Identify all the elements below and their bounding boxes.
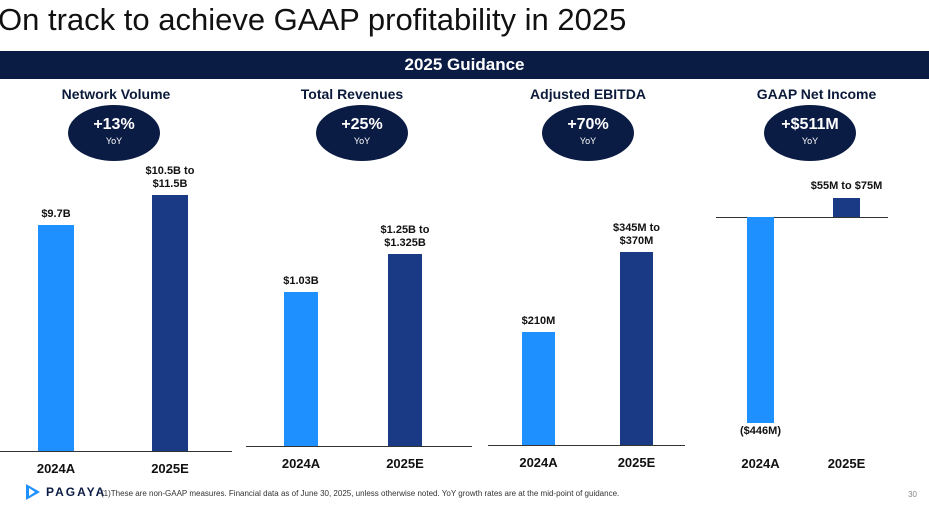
page-title: On track to achieve GAAP profitability i… (0, 2, 627, 37)
data-label: ($446M) (740, 425, 781, 437)
chart-title: Total Revenues (300, 86, 404, 102)
growth-badge: +$511M YoY (764, 105, 856, 161)
bar-2025E (152, 195, 188, 451)
growth-label: YoY (353, 136, 371, 146)
growth-label: YoY (105, 136, 123, 146)
pagaya-logo: PAGAYA (24, 483, 106, 501)
growth-value: +$511M (781, 116, 839, 133)
x-tick-label: 2025E (827, 456, 866, 471)
bar-2024A (522, 331, 555, 445)
growth-badge: +70% YoY (542, 105, 634, 161)
growth-value: +13% (93, 116, 135, 133)
bar-2024A (747, 217, 774, 423)
bar-2024A (38, 225, 74, 451)
bar-2025E (620, 252, 653, 445)
x-tick-label: 2025E (617, 455, 656, 470)
bar-2024A (284, 292, 318, 446)
page-number: 30 (908, 490, 917, 499)
guidance-banner: 2025 Guidance (0, 51, 929, 79)
data-label: $210M (521, 314, 556, 327)
x-tick-label: 2024A (281, 456, 321, 471)
growth-badge: +13% YoY (68, 105, 160, 161)
x-axis-line (246, 446, 472, 447)
chart-title: Adjusted EBITDA (530, 86, 646, 102)
chart-panel-2: Total Revenues +25% YoY $1.03B 2024A $1.25B t… (232, 80, 472, 480)
data-label: $10.5B to $11.5B (145, 165, 195, 190)
bar-2025E (833, 198, 860, 217)
chart-panel-3: Adjusted EBITDA +70% YoY $210M 2024A $345M to… (472, 80, 704, 480)
growth-label: YoY (801, 136, 819, 146)
x-axis-line (716, 217, 888, 218)
x-tick-label: 2024A (36, 461, 76, 476)
data-label: $345M to $370M (612, 222, 661, 247)
x-tick-label: 2024A (519, 455, 558, 470)
footnote: (1)These are non-GAAP measures. Financia… (101, 489, 620, 498)
x-tick-label: 2024A (741, 456, 780, 471)
chart-panel-1: Network Volume +13% YoY $9.7B 2024A $10.5B to… (0, 80, 232, 480)
data-label: $1.03B (283, 275, 319, 288)
growth-value: +25% (341, 116, 383, 133)
data-label: $55M to $75M (810, 180, 883, 192)
x-axis-line (488, 445, 685, 446)
data-label: $9.7B (41, 208, 71, 221)
chart-title: Network Volume (61, 86, 171, 102)
growth-label: YoY (579, 136, 597, 146)
growth-badge: +25% YoY (316, 105, 408, 161)
chart-title: GAAP Net Income (756, 86, 877, 102)
pagaya-logo-icon (26, 484, 40, 500)
x-tick-label: 2025E (151, 461, 189, 476)
chart-panel-4: GAAP Net Income +$511M YoY ($446M) 2024A $55M… (704, 80, 929, 480)
x-axis-line (0, 451, 232, 452)
data-label: $1.25B to $1.325B (380, 224, 430, 249)
x-tick-label: 2025E (386, 456, 424, 471)
growth-value: +70% (567, 116, 609, 133)
bar-2025E (388, 254, 422, 446)
logo-text: PAGAYA (46, 485, 107, 499)
